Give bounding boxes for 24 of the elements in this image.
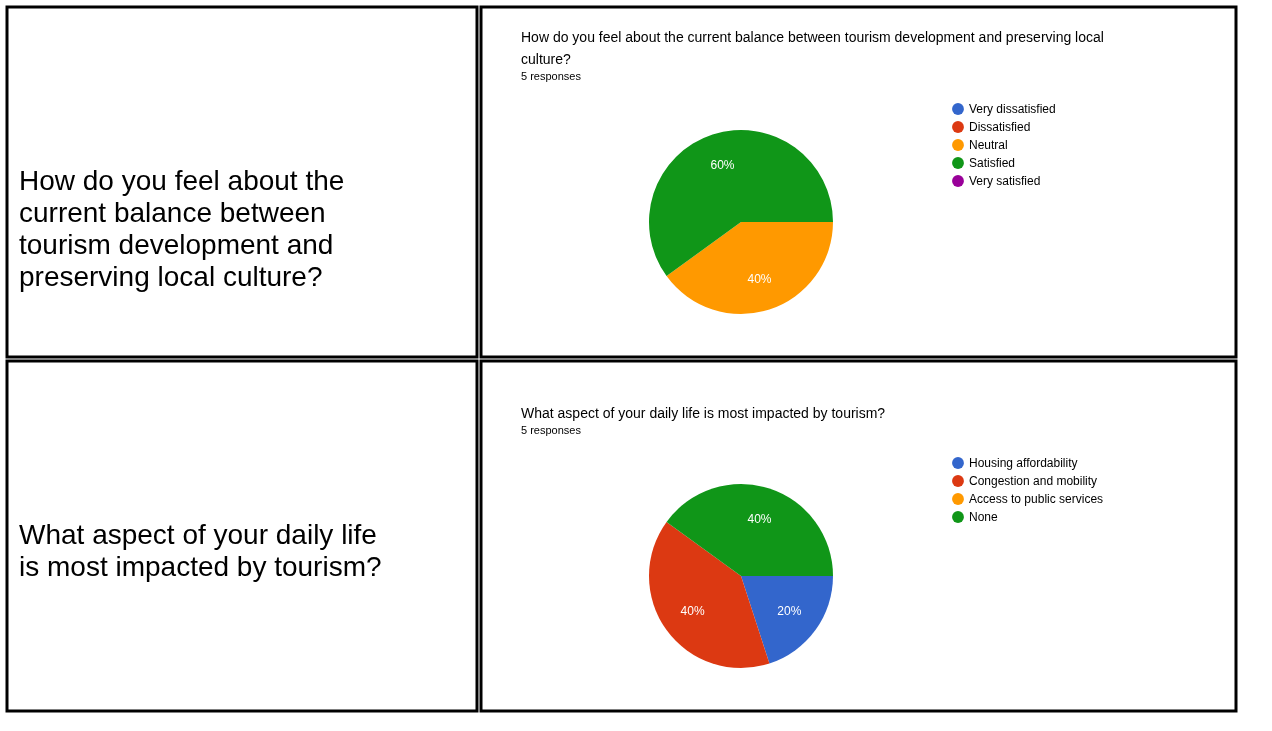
chart-title: What aspect of your daily life is most impacted by tourism? bbox=[521, 405, 886, 421]
pie-slice bbox=[741, 576, 833, 664]
legend-label: Housing affordability bbox=[969, 456, 1078, 470]
legend-label: None bbox=[969, 510, 999, 524]
text: 5 responses bbox=[521, 70, 582, 82]
text: What aspect of your daily life is most impacted by tourism? bbox=[19, 519, 382, 582]
data-label: 20% bbox=[777, 604, 802, 619]
pie-slice bbox=[666, 222, 833, 314]
legend-label: Dissatisfied bbox=[969, 120, 1031, 134]
legend-label: Satisfied bbox=[969, 156, 1016, 170]
pie-slice bbox=[649, 521, 770, 668]
legend-label: Congestion and mobility bbox=[969, 474, 1098, 488]
data-label: 40% bbox=[747, 512, 772, 527]
pie-slice bbox=[666, 484, 833, 576]
data-label: 40% bbox=[747, 271, 772, 286]
text: How do you feel about the current balance between tourism development and preserving local culture? bbox=[19, 165, 345, 292]
data-label: 60% bbox=[710, 158, 735, 173]
legend-label: Neutral bbox=[969, 138, 1008, 152]
legend-label: Very dissatisfied bbox=[969, 102, 1056, 116]
data-label: 40% bbox=[680, 604, 705, 619]
text: 5 responses bbox=[521, 424, 582, 436]
chart-title: How do you feel about the current balance between tourism development and preserving local culture? bbox=[521, 29, 1104, 67]
legend-label: Access to public services bbox=[969, 492, 1104, 506]
legend-label: Very satisfied bbox=[969, 174, 1041, 188]
